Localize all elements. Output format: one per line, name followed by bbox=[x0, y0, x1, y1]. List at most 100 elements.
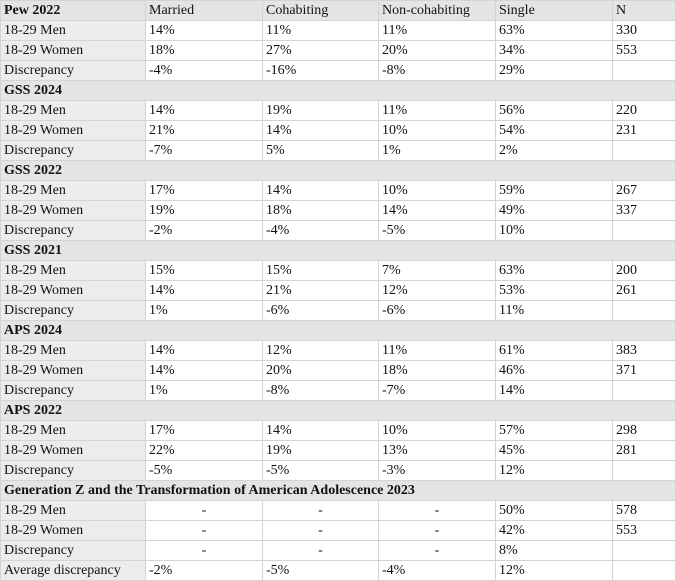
cell: 267 bbox=[612, 180, 675, 201]
cell: -6% bbox=[378, 300, 496, 321]
cell: 14% bbox=[145, 280, 263, 301]
row-label: Average discrepancy bbox=[0, 560, 146, 581]
data-row: Discrepancy -4% -16% -8% 29% bbox=[0, 60, 675, 81]
data-row: 18-29 Men - - -50% 578 bbox=[0, 500, 675, 521]
cell: 54% bbox=[495, 120, 613, 141]
data-row: 18-29 Women 22% 19% 13% 45% 281 bbox=[0, 440, 675, 461]
cell: 383 bbox=[612, 340, 675, 361]
cell: 29% bbox=[495, 60, 613, 81]
cell: -5% bbox=[145, 460, 263, 481]
section-row: APS 2022 bbox=[0, 400, 675, 421]
cell: 330 bbox=[612, 20, 675, 41]
cell: 13% bbox=[378, 440, 496, 461]
data-row: 18-29 Women 19% 18% 14% 49% 337 bbox=[0, 200, 675, 221]
cell bbox=[612, 560, 675, 581]
cell: 2% bbox=[495, 140, 613, 161]
cell: 21% bbox=[145, 120, 263, 141]
cell: - bbox=[145, 540, 263, 561]
cell: 14% bbox=[495, 380, 613, 401]
data-row: 18-29 Men 14% 11% 11% 63% 330 bbox=[0, 20, 675, 41]
cell bbox=[612, 220, 675, 241]
cell: 553 bbox=[612, 520, 675, 541]
cell: - bbox=[378, 520, 496, 541]
row-label: 18-29 Women bbox=[0, 40, 146, 61]
data-row: Discrepancy -7% 5% 1% 2% bbox=[0, 140, 675, 161]
cell: - bbox=[262, 540, 379, 561]
data-row: 18-29 Women 14% 20% 18% 46% 371 bbox=[0, 360, 675, 381]
cell: -8% bbox=[262, 380, 379, 401]
cell: -8% bbox=[378, 60, 496, 81]
cell: 19% bbox=[262, 440, 379, 461]
cell: 20% bbox=[262, 360, 379, 381]
section-title: GSS 2022 bbox=[0, 160, 675, 181]
row-label: 18-29 Men bbox=[0, 340, 146, 361]
data-row: 18-29 Men 14% 12% 11% 61% 383 bbox=[0, 340, 675, 361]
cell: 19% bbox=[262, 100, 379, 121]
data-row: Discrepancy -5% -5% -3% 12% bbox=[0, 460, 675, 481]
row-label: Discrepancy bbox=[0, 220, 146, 241]
cell: 10% bbox=[378, 180, 496, 201]
column-header: Cohabiting bbox=[262, 0, 379, 21]
row-label: 18-29 Men bbox=[0, 180, 146, 201]
data-row: 18-29 Women 21% 14% 10% 54% 231 bbox=[0, 120, 675, 141]
data-row: 18-29 Men 17% 14% 10% 59% 267 bbox=[0, 180, 675, 201]
cell: 281 bbox=[612, 440, 675, 461]
cell bbox=[612, 380, 675, 401]
row-label: 18-29 Men bbox=[0, 420, 146, 441]
cell: 18% bbox=[145, 40, 263, 61]
column-header: N bbox=[612, 0, 675, 21]
data-row: Average discrepancy -2% -5% -4% 12% bbox=[0, 560, 675, 581]
row-label: Discrepancy bbox=[0, 300, 146, 321]
section-row: GSS 2024 bbox=[0, 80, 675, 101]
cell: 17% bbox=[145, 180, 263, 201]
cell bbox=[612, 60, 675, 81]
cell: -2% bbox=[145, 220, 263, 241]
cell: 63% bbox=[495, 20, 613, 41]
cell: 10% bbox=[378, 420, 496, 441]
cell: 61% bbox=[495, 340, 613, 361]
section-title: APS 2024 bbox=[0, 320, 675, 341]
cell: 337 bbox=[612, 200, 675, 221]
cell: 27% bbox=[262, 40, 379, 61]
cell: -5% bbox=[262, 560, 379, 581]
row-label: 18-29 Women bbox=[0, 440, 146, 461]
cell: 12% bbox=[378, 280, 496, 301]
section-title: GSS 2021 bbox=[0, 240, 675, 261]
cell: 1% bbox=[378, 140, 496, 161]
row-label: 18-29 Women bbox=[0, 520, 146, 541]
cell: 1% bbox=[145, 300, 263, 321]
cell: 1% bbox=[145, 380, 263, 401]
row-label: 18-29 Women bbox=[0, 120, 146, 141]
row-label: Discrepancy bbox=[0, 380, 146, 401]
cell: 57% bbox=[495, 420, 613, 441]
data-row: 18-29 Women 18% 27% 20% 34% 553 bbox=[0, 40, 675, 61]
cell: 371 bbox=[612, 360, 675, 381]
cell: -7% bbox=[378, 380, 496, 401]
data-row: Discrepancy 1% -6% -6% 11% bbox=[0, 300, 675, 321]
cell bbox=[612, 460, 675, 481]
section-title: Pew 2022 bbox=[0, 0, 146, 21]
row-label: 18-29 Women bbox=[0, 360, 146, 381]
cell: 578 bbox=[612, 500, 675, 521]
row-label: 18-29 Men bbox=[0, 500, 146, 521]
cell: - bbox=[378, 500, 496, 521]
cell bbox=[612, 140, 675, 161]
cell: 8% bbox=[495, 540, 613, 561]
cell: 63% bbox=[495, 260, 613, 281]
cell: 7% bbox=[378, 260, 496, 281]
data-row: Discrepancy - - -8% bbox=[0, 540, 675, 561]
cell: 11% bbox=[378, 20, 496, 41]
cell: 11% bbox=[262, 20, 379, 41]
cell: 14% bbox=[145, 360, 263, 381]
data-row: Discrepancy 1% -8% -7% 14% bbox=[0, 380, 675, 401]
cell: -5% bbox=[378, 220, 496, 241]
cell: 14% bbox=[262, 180, 379, 201]
section-title: Generation Z and the Transformation of A… bbox=[0, 480, 675, 501]
cell: -6% bbox=[262, 300, 379, 321]
data-row: 18-29 Men 14% 19% 11% 56% 220 bbox=[0, 100, 675, 121]
data-row: 18-29 Men 15% 15% 7% 63% 200 bbox=[0, 260, 675, 281]
cell: -3% bbox=[378, 460, 496, 481]
cell: 45% bbox=[495, 440, 613, 461]
